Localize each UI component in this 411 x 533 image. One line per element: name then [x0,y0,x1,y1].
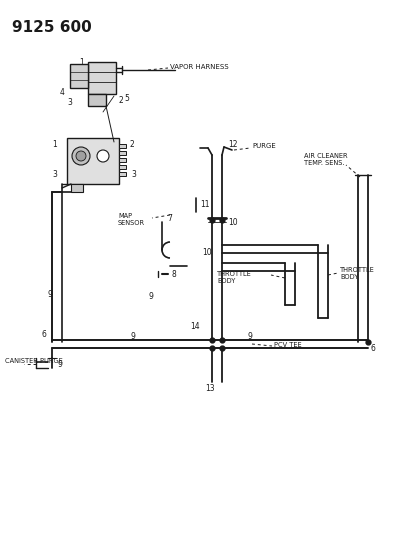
Text: 2: 2 [129,140,134,149]
Text: VAPOR HARNESS: VAPOR HARNESS [170,64,229,70]
Text: 9: 9 [130,332,135,341]
Bar [119,172,126,176]
Text: 11: 11 [200,200,210,209]
Text: 9: 9 [247,332,252,341]
Bar [70,64,88,88]
Bar [71,184,83,192]
Text: PURGE: PURGE [252,143,276,149]
Text: 3: 3 [67,98,72,107]
Text: 4: 4 [60,88,65,97]
Text: PCV TEE: PCV TEE [274,342,302,348]
Circle shape [97,150,109,162]
Text: 3: 3 [131,170,136,179]
Text: 12: 12 [228,140,238,149]
Text: 2: 2 [118,96,123,105]
Bar [67,138,119,184]
Text: 14: 14 [190,322,200,331]
Circle shape [72,147,90,165]
Bar [119,144,126,148]
Text: 8: 8 [171,270,176,279]
Text: 6: 6 [42,330,46,339]
Text: AIR CLEANER
TEMP. SENS.: AIR CLEANER TEMP. SENS. [304,153,348,166]
Bar [119,151,126,155]
Circle shape [76,151,86,161]
Bar [88,62,116,94]
Text: 9125 600: 9125 600 [12,20,92,35]
Text: 1: 1 [52,140,57,149]
Bar [119,158,126,162]
Text: THROTTLE
BODY: THROTTLE BODY [340,267,375,280]
Text: MAP
SENSOR: MAP SENSOR [118,213,145,226]
Text: 7: 7 [167,214,172,223]
Text: 1: 1 [79,58,84,67]
Text: 9: 9 [47,290,52,299]
Text: CANISTER PURGE: CANISTER PURGE [5,358,63,364]
Text: 10: 10 [228,218,238,227]
Text: 6: 6 [370,344,375,353]
Text: 13: 13 [205,384,215,393]
Bar [88,94,106,106]
Bar [119,165,126,169]
Text: 5: 5 [124,94,129,103]
Text: 9: 9 [148,292,153,301]
Text: 3: 3 [52,170,57,179]
Text: THROTTLE
BODY: THROTTLE BODY [217,271,252,284]
Text: 10: 10 [202,248,212,257]
Text: 9: 9 [57,360,62,369]
